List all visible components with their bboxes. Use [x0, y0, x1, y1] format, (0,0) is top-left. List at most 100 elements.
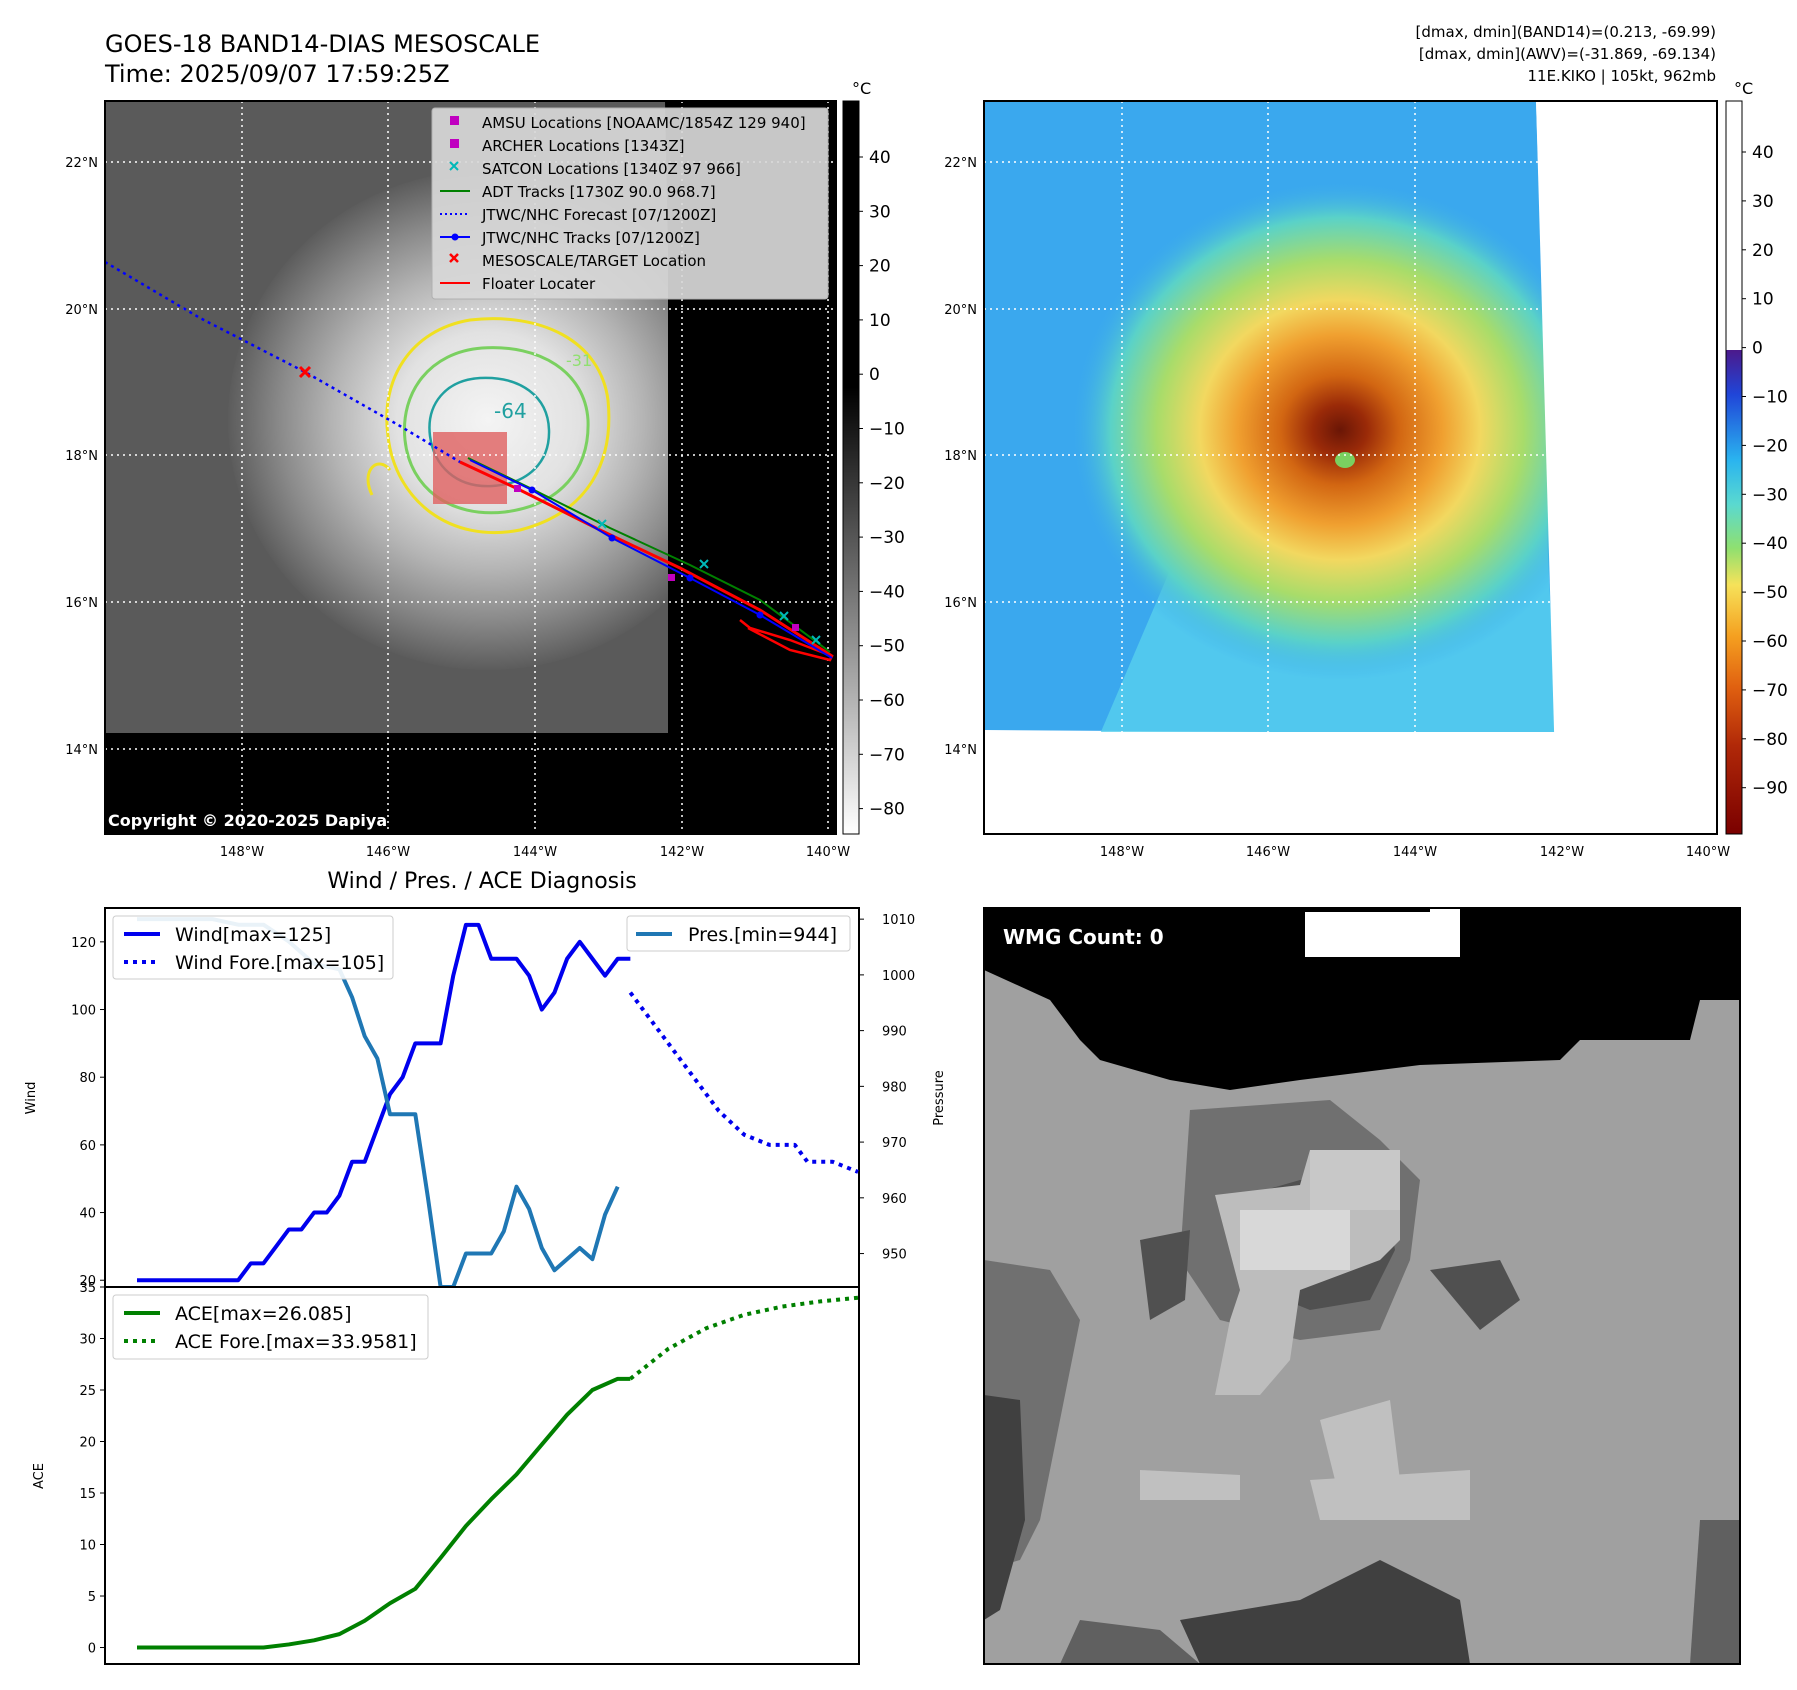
lat-label: 18°N: [944, 449, 977, 464]
ace-chart: 35 30 25 20 15 10 5 0 ACE ACE[max=26.085] ACE F…: [32, 1281, 860, 1665]
pressure-tick-label: 1010: [882, 913, 915, 928]
colorbar-tick-label: 10: [1752, 290, 1774, 310]
ace-tick-label: 5: [88, 1590, 96, 1605]
colorbar-tick-label: −30: [1752, 485, 1788, 505]
colorbar-tick-label: −60: [1752, 632, 1788, 652]
colorbar-tick-label: 40: [1752, 143, 1774, 163]
pressure-tick-label: 1000: [882, 969, 915, 984]
pressure-tick-label: 970: [882, 1136, 907, 1151]
wind-legend: Wind[max=125] Wind Fore.[max=105] Pres.[…: [112, 915, 851, 980]
ace-tick-label: 30: [79, 1333, 96, 1348]
lon-label: 146°W: [366, 845, 410, 860]
map-lat-labels: 22°N 20°N 18°N 16°N 14°N: [65, 156, 98, 758]
ace-tick-label: 20: [79, 1436, 96, 1451]
pressure-tick-label: 960: [882, 1192, 907, 1207]
lon-label: 140°W: [1686, 845, 1730, 860]
colorbar-tick-label: −40: [1752, 534, 1788, 554]
ace-tick-label: 25: [79, 1384, 96, 1399]
stats-awv: [dmax, dmin](AWV)=(-31.869, -69.134): [1419, 45, 1716, 63]
ace-legend: ACE[max=26.085] ACE Fore.[max=33.9581]: [112, 1294, 429, 1360]
legend-ace-fore: ACE Fore.[max=33.9581]: [175, 1331, 417, 1353]
lon-label: 148°W: [220, 845, 264, 860]
stats-storm: 11E.KIKO | 105kt, 962mb: [1527, 67, 1716, 85]
lat-label: 14°N: [944, 743, 977, 758]
colorbar-tick-label: 20: [1752, 241, 1774, 261]
gray-colorbar: °C 40 30 20 10 0 −10 −20 −30 −40 −50 −60 −70 −80: [842, 79, 905, 835]
wind-y-ticks: 120 100 80 60 40 20: [71, 936, 105, 1289]
series-windline: [137, 922, 631, 1283]
colorbar-tick-label: 20: [869, 257, 891, 277]
ace-tick-label: 35: [79, 1281, 96, 1296]
lat-label: 20°N: [944, 303, 977, 318]
figure-time: Time: 2025/09/07 17:59:25Z: [104, 60, 450, 88]
legend-satcon-marker: [449, 161, 459, 171]
lon-label: 142°W: [660, 845, 704, 860]
awv-gridlines: [984, 101, 1717, 834]
colorbar-tick-label: −50: [1752, 583, 1788, 603]
legend-ace: ACE[max=26.085]: [175, 1303, 352, 1325]
colorbar-tick-label: −20: [1752, 436, 1788, 456]
legend-wind: Wind[max=125]: [175, 924, 331, 946]
wind-ylabel: Wind: [24, 1082, 39, 1115]
colorbar-tick-label: 10: [869, 311, 891, 331]
legend-jtwc: JTWC/NHC Tracks [07/1200Z]: [481, 229, 700, 247]
colorbar-tick-label: −60: [869, 691, 905, 711]
colorbar-tick-label: 30: [869, 202, 891, 222]
lon-label: 142°W: [1540, 845, 1584, 860]
series-aceline: [137, 1376, 631, 1650]
ir-map-panel: -31 -64: [65, 100, 850, 860]
colorbar-tick-label: 40: [869, 148, 891, 168]
wmg-cold-region: [984, 908, 1740, 1090]
legend-floater: Floater Locater: [482, 275, 596, 293]
series-wind-fore-line: [628, 991, 859, 1174]
colorbar-tick-label: −10: [1752, 388, 1788, 408]
wmg-count-badge: [994, 920, 1170, 952]
ace-y-ticks: 35 30 25 20 15 10 5 0: [79, 1281, 105, 1657]
pressure-tick-label: 980: [882, 1080, 907, 1095]
legend-forecast: JTWC/NHC Forecast [07/1200Z]: [481, 206, 716, 224]
gray-colorbar-ramp: [842, 100, 860, 835]
gray-colorbar-unit: °C: [852, 79, 871, 98]
colorbar-tick-label: −80: [1752, 730, 1788, 750]
colorbar-tick-label: 0: [869, 365, 880, 385]
satcon-points: [597, 519, 821, 645]
lon-label: 144°W: [1393, 845, 1437, 860]
legend-archer: ARCHER Locations [1343Z]: [482, 137, 685, 155]
chart-title: Wind / Pres. / ACE Diagnosis: [327, 869, 636, 894]
wind-tick-label: 80: [79, 1071, 96, 1086]
legend-satcon: SATCON Locations [1340Z 97 966]: [482, 160, 741, 178]
jtwc-track-points: [528, 486, 764, 619]
map-lon-labels: 148°W 146°W 144°W 142°W 140°W: [220, 845, 850, 860]
ace-tick-label: 15: [79, 1487, 96, 1502]
map-gridlines: [105, 101, 836, 834]
color-colorbar-ramp: [1725, 100, 1743, 835]
wmg-panel: WMG Count: 0: [983, 907, 1741, 1665]
lat-label: 22°N: [944, 156, 977, 171]
ace-tick-label: 0: [88, 1642, 96, 1657]
wind-pressure-chart: 120 100 80 60 40 20 1010 1000 990 980 970 960 950 W…: [24, 907, 947, 1289]
ace-ylabel: ACE: [32, 1463, 47, 1489]
legend-mesoscale-marker: [449, 253, 459, 263]
lat-label: 16°N: [944, 596, 977, 611]
floater-track: [459, 460, 833, 658]
gray-colorbar-ticks: 40 30 20 10 0 −10 −20 −30 −40 −50 −60 −70 −80: [859, 148, 905, 820]
colorbar-tick-label: 0: [1752, 339, 1763, 359]
jtwc-track: [469, 459, 833, 659]
color-colorbar-unit: °C: [1734, 79, 1753, 98]
mesoscale-target-marker: [298, 365, 312, 379]
awv-eye: [1335, 452, 1355, 468]
contour-label-64: -64: [494, 399, 527, 423]
amsu-points: [514, 485, 799, 631]
awv-map-panel: 22°N 20°N 18°N 16°N 14°N 148°W 146°W 144…: [944, 100, 1730, 860]
colorbar-tick-label: −70: [1752, 681, 1788, 701]
colorbar-tick-label: −30: [869, 528, 905, 548]
colorbar-tick-label: −50: [869, 637, 905, 657]
legend-wind-fore: Wind Fore.[max=105]: [175, 952, 384, 974]
stats-band14: [dmax, dmin](BAND14)=(0.213, -69.99): [1416, 23, 1716, 41]
lat-label: 14°N: [65, 743, 98, 758]
lat-label: 22°N: [65, 156, 98, 171]
wind-tick-label: 120: [71, 936, 96, 951]
lat-label: 20°N: [65, 303, 98, 318]
wind-tick-label: 60: [79, 1139, 96, 1154]
